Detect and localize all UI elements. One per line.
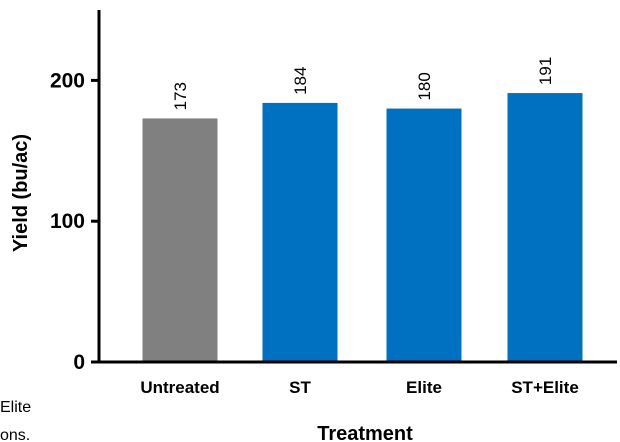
data-label-elite: 180 [415,72,434,100]
data-labels-group: 173 184 180 191 [171,57,555,111]
y-ticks-group: 0 100 200 [50,69,99,374]
bar-elite [386,108,462,362]
y-tick-label-100: 100 [50,210,85,233]
bars-group [142,93,583,363]
cropped-text-fragment-2: ons. [0,427,30,442]
x-tick-label-elite: Elite [406,378,442,397]
data-label-st: 184 [291,67,310,95]
bar-st-elite [507,93,583,363]
cropped-text-fragment-1: Elite [0,399,31,416]
x-tick-label-st-elite: ST+Elite [511,378,579,397]
data-label-st-elite: 191 [536,57,555,85]
bar-st [262,102,338,362]
y-tick-label-200: 200 [50,69,85,92]
x-tick-label-st: ST [289,378,311,397]
bar-untreated [142,118,218,362]
y-tick-label-0: 0 [73,351,85,374]
y-axis-title: Yield (bu/ac) [10,134,32,252]
data-label-untreated: 173 [171,82,190,110]
x-axis-title: Treatment [317,423,413,442]
x-ticks-group: Untreated ST Elite ST+Elite [140,378,578,397]
x-tick-label-untreated: Untreated [140,378,219,397]
